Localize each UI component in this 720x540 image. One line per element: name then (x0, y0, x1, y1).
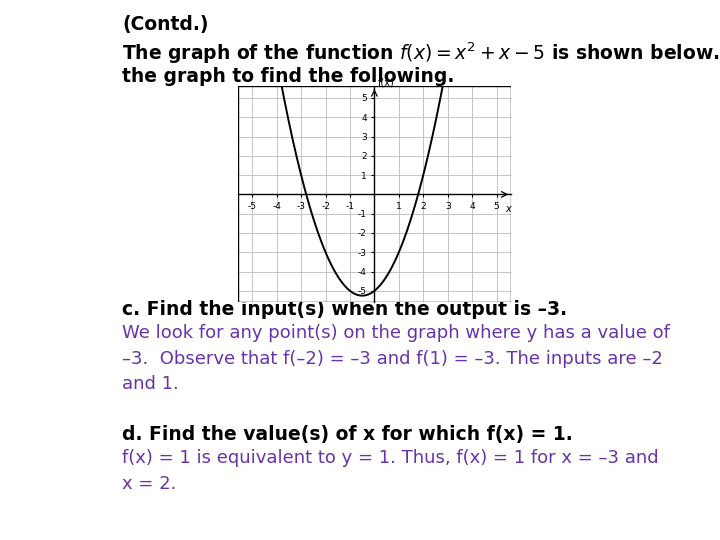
Text: the graph to find the following.: the graph to find the following. (122, 67, 454, 86)
Text: d. Find the value(s) of x for which f(x) = 1.: d. Find the value(s) of x for which f(x)… (122, 425, 572, 444)
Text: f(x): f(x) (378, 77, 395, 87)
Text: c. Find the input(s) when the output is –3.: c. Find the input(s) when the output is … (122, 300, 567, 319)
Text: x: x (505, 204, 511, 214)
Text: (Contd.): (Contd.) (122, 15, 209, 34)
Text: The graph of the function $f(x) = x^2 + x - 5$ is shown below. Use: The graph of the function $f(x) = x^2 + … (122, 41, 720, 66)
Text: f(x) = 1 is equivalent to y = 1. Thus, f(x) = 1 for x = –3 and
x = 2.: f(x) = 1 is equivalent to y = 1. Thus, f… (122, 449, 659, 492)
Text: We look for any point(s) on the graph where y has a value of
–3.  Observe that f: We look for any point(s) on the graph wh… (122, 324, 670, 394)
